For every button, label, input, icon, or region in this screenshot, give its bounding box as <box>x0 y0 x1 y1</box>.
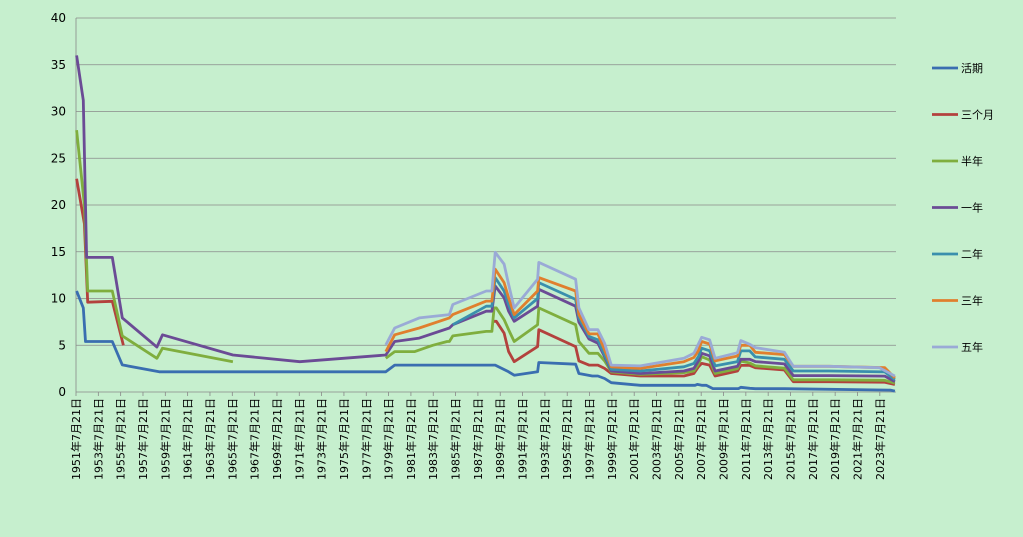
x-tick-label: 1955年7月21日 <box>114 398 128 480</box>
x-tick-label: 1989年7月21日 <box>493 398 507 480</box>
series-line-2 <box>75 178 125 346</box>
x-tick-label: 1975年7月21日 <box>337 398 351 480</box>
x-tick-label: 1987年7月21日 <box>471 398 485 480</box>
x-tick-label: 2005年7月21日 <box>672 398 686 480</box>
x-tick-label: 1971年7月21日 <box>292 398 306 480</box>
series-lines <box>75 55 896 393</box>
y-tick-label: 40 <box>51 11 66 25</box>
legend-label: 一年 <box>961 201 983 215</box>
y-tick-label: 35 <box>51 58 66 72</box>
y-axis: 0 5 10 15 20 25 30 35 40 <box>51 11 77 399</box>
x-tick-label: 2007年7月21日 <box>694 398 708 480</box>
y-tick-label: 0 <box>58 385 66 399</box>
x-tick-label: 1983年7月21日 <box>426 398 440 480</box>
legend-label: 三个月 <box>961 109 994 122</box>
y-tick-label: 10 <box>51 292 66 306</box>
x-tick-label: 2003年7月21日 <box>650 398 664 480</box>
y-tick-label: 20 <box>51 198 66 212</box>
x-tick-label: 1953年7月21日 <box>91 398 105 480</box>
series-line-2-b <box>491 319 896 386</box>
x-tick-label: 2021年7月21日 <box>850 398 864 480</box>
legend-label: 活期 <box>961 62 983 75</box>
y-tick-label: 15 <box>51 245 66 259</box>
x-tick-label: 1979年7月21日 <box>382 398 396 480</box>
y-tick-label: 30 <box>51 105 66 119</box>
x-tick-label: 1973年7月21日 <box>315 398 329 480</box>
series-line-7 <box>384 250 896 378</box>
x-tick-label: 1991年7月21日 <box>516 398 530 480</box>
x-tick-label: 1965年7月21日 <box>225 398 239 480</box>
x-tick-label: 1995年7月21日 <box>560 398 574 480</box>
legend-label: 三年 <box>961 294 983 308</box>
x-tick-label: 2015年7月21日 <box>783 398 797 480</box>
x-tick-label: 1963年7月21日 <box>203 398 217 480</box>
x-tick-label: 1985年7月21日 <box>449 398 463 480</box>
x-tick-label: 2001年7月21日 <box>627 398 641 480</box>
x-tick-label: 1993年7月21日 <box>538 398 552 480</box>
x-axis: 1951年7月21日 1953年7月21日 1955年7月21日 1957年7月21日… <box>69 392 887 480</box>
y-gridlines <box>76 17 896 393</box>
x-tick-label: 2023年7月21日 <box>873 398 887 480</box>
x-tick-label: 1967年7月21日 <box>248 398 262 480</box>
x-tick-label: 2009年7月21日 <box>717 398 731 480</box>
legend-label: 半年 <box>961 154 983 168</box>
x-tick-label: 1999年7月21日 <box>605 398 619 480</box>
x-tick-label: 2019年7月21日 <box>828 398 842 480</box>
x-tick-label: 1997年7月21日 <box>583 398 597 480</box>
legend-label: 二年 <box>961 247 983 261</box>
x-tick-label: 2013年7月21日 <box>761 398 775 480</box>
series-line-6 <box>384 267 896 379</box>
series-line-4 <box>75 55 896 383</box>
x-tick-label: 2017年7月21日 <box>806 398 820 480</box>
x-tick-label: 1981年7月21日 <box>404 398 418 480</box>
series-line-3-b <box>384 306 896 385</box>
x-tick-label: 1951年7月21日 <box>69 398 83 480</box>
x-tick-label: 1977年7月21日 <box>359 398 373 480</box>
x-tick-label: 2011年7月21日 <box>739 398 753 480</box>
legend-label: 五年 <box>961 340 983 354</box>
x-tick-label: 1969年7月21日 <box>270 398 284 480</box>
series-line-1 <box>75 290 896 393</box>
series-line-5 <box>452 276 896 381</box>
x-tick-label: 1959年7月21日 <box>158 398 172 480</box>
x-tick-label: 1961年7月21日 <box>181 398 195 480</box>
y-tick-label: 5 <box>58 338 66 352</box>
y-tick-label: 25 <box>51 151 66 165</box>
x-tick-label: 1957年7月21日 <box>136 398 150 480</box>
